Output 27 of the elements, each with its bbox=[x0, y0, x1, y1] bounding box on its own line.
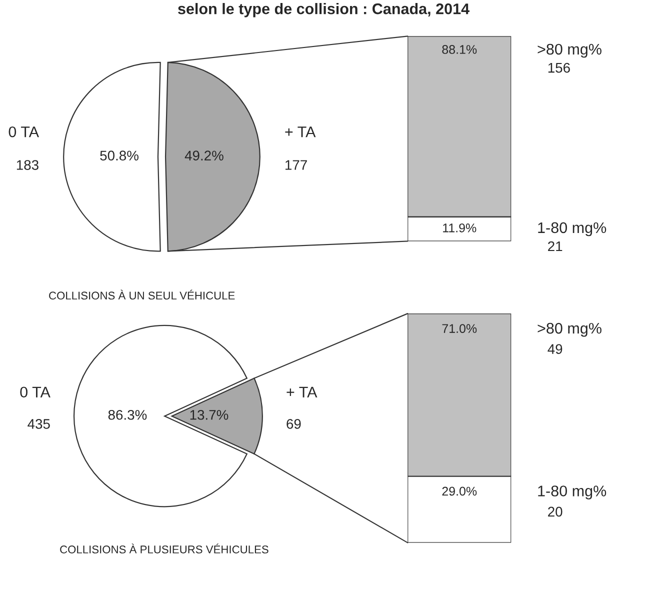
text: 183 bbox=[16, 160, 38, 170]
text: 49 bbox=[548, 344, 562, 354]
chart-title: selon le type de collision : Canada, 2014 bbox=[178, 3, 470, 18]
series-label: >80 mg% bbox=[538, 322, 602, 337]
data-label: 49.2% bbox=[184, 150, 224, 161]
series-label: 1-80 mg% bbox=[538, 222, 606, 236]
slice-label: 0 TA bbox=[8, 126, 40, 138]
data-label: 50.8% bbox=[100, 150, 138, 161]
slice-label: + TA bbox=[286, 386, 318, 398]
data-label: 11.9% bbox=[443, 224, 476, 232]
text: 177 bbox=[286, 160, 307, 170]
data-label: 88.1% bbox=[442, 45, 477, 54]
text: 156 bbox=[548, 62, 570, 73]
slice-label: + TA bbox=[285, 126, 316, 138]
series-label: >80 mg% bbox=[538, 44, 602, 58]
series-label: 1-80 mg% bbox=[538, 486, 606, 500]
text: COLLISIONS À PLUSIEURS VÉHICULES bbox=[60, 544, 268, 554]
text: 435 bbox=[28, 419, 50, 429]
data-label: 29.0% bbox=[442, 486, 477, 496]
text: 21 bbox=[548, 241, 562, 252]
text: 20 bbox=[548, 506, 562, 517]
data-label: 86.3% bbox=[108, 410, 147, 420]
data-label: 71.0% bbox=[442, 324, 477, 333]
text: 69 bbox=[286, 419, 301, 429]
data-label: 13.7% bbox=[190, 410, 228, 420]
text: COLLISIONS À UN SEUL VÉHICULE bbox=[49, 290, 235, 300]
slice-label: 0 TA bbox=[20, 386, 50, 398]
